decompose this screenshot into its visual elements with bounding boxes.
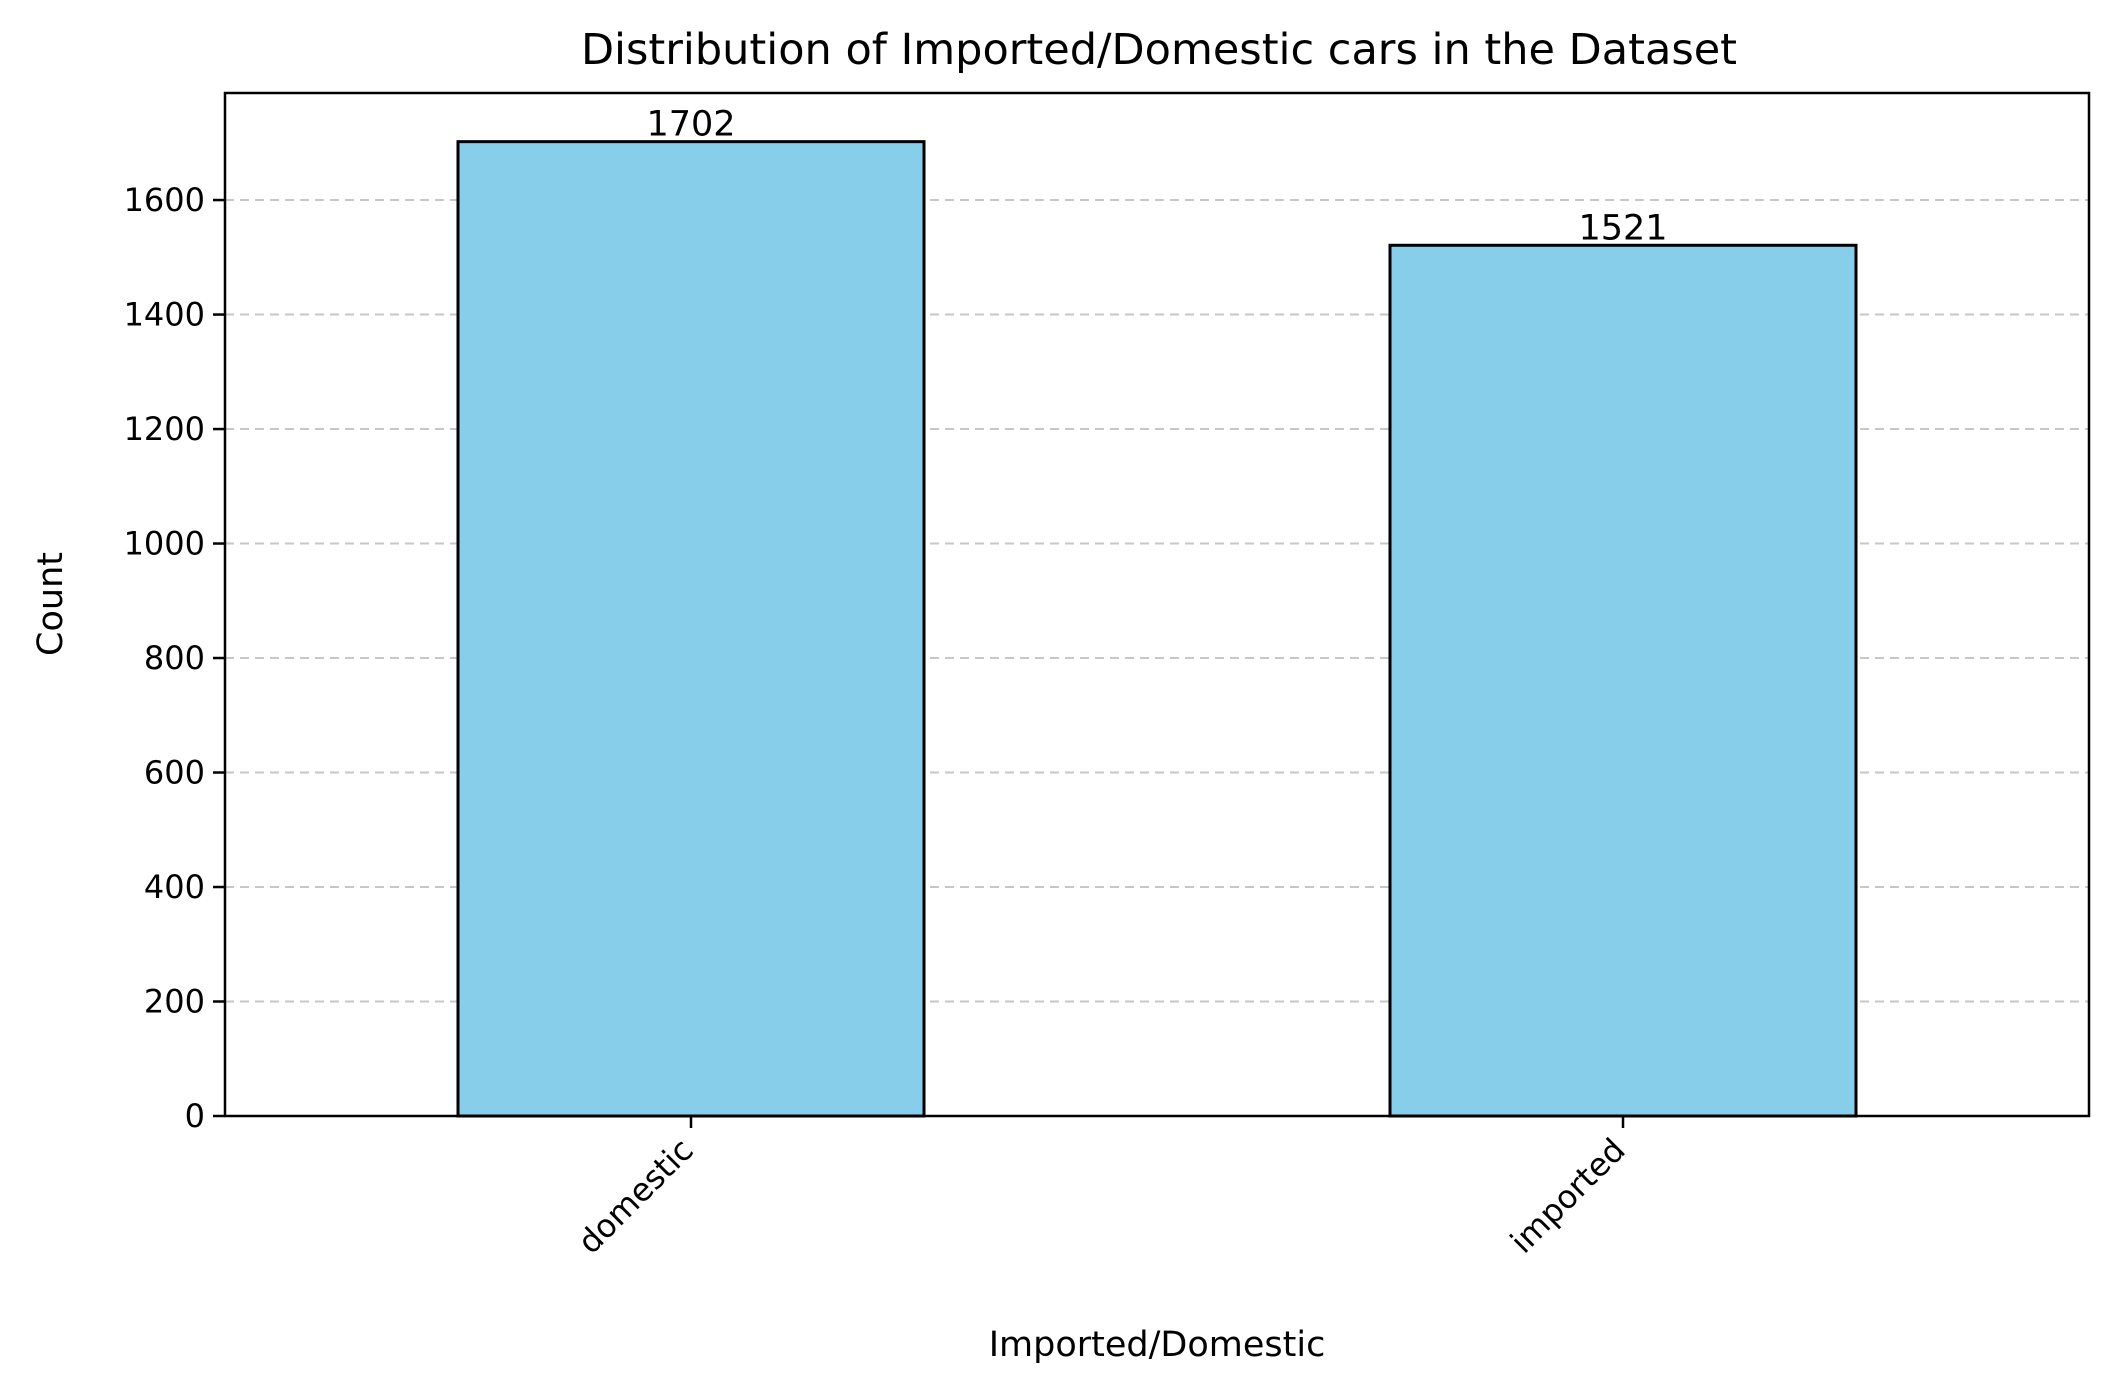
data-label-domestic: 1702 bbox=[646, 105, 735, 145]
y-tick-label: 400 bbox=[144, 868, 205, 906]
y-axis-label: Count bbox=[31, 552, 71, 656]
x-tick-label-domestic: domestic bbox=[570, 1131, 700, 1261]
y-tick-label: 1600 bbox=[124, 181, 205, 219]
y-axis: 0 200 400 600 800 1000 1200 1400 1600 bbox=[124, 181, 225, 1135]
y-tick-label: 1200 bbox=[124, 410, 205, 448]
y-tick-label: 1000 bbox=[124, 525, 205, 563]
y-tick-label: 0 bbox=[185, 1097, 205, 1135]
y-tick-label: 1400 bbox=[124, 296, 205, 334]
bars bbox=[456, 140, 1858, 1118]
y-tick-label: 200 bbox=[144, 983, 205, 1021]
plot-frame bbox=[223, 91, 2091, 1118]
bar-imported bbox=[1388, 243, 1858, 1118]
y-tick-label: 600 bbox=[144, 754, 205, 792]
x-axis: domestic imported bbox=[570, 1116, 1633, 1261]
data-labels: 1702 1521 bbox=[646, 105, 1667, 249]
data-label-imported: 1521 bbox=[1578, 208, 1667, 248]
chart-title: Distribution of Imported/Domestic cars i… bbox=[581, 25, 1737, 75]
x-axis-label: Imported/Domestic bbox=[989, 1325, 1326, 1365]
bar-domestic bbox=[456, 140, 926, 1118]
x-tick-label-imported: imported bbox=[1503, 1131, 1633, 1261]
y-tick-label: 800 bbox=[144, 639, 205, 677]
